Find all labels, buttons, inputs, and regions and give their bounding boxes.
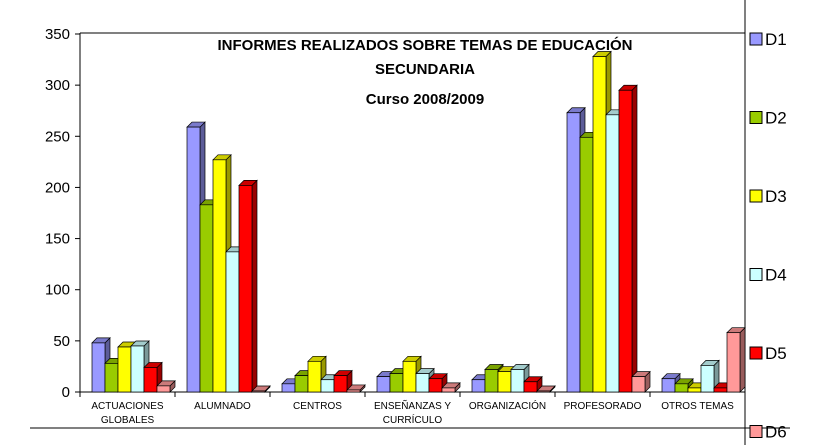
- x-tick-label: CENTROS: [293, 401, 342, 412]
- x-tick-label: ALUMNADO: [194, 401, 251, 412]
- bar: [333, 369, 353, 393]
- legend-swatch: [749, 268, 763, 281]
- bar-front: [497, 371, 512, 393]
- bar: [618, 84, 638, 393]
- bar: [661, 372, 681, 393]
- bar: [346, 384, 366, 393]
- bar: [536, 385, 556, 393]
- bar-front: [91, 342, 106, 393]
- legend-label: D3: [765, 187, 787, 206]
- bar-front: [592, 56, 607, 393]
- bar-front: [104, 363, 119, 393]
- y-tick-label: 150: [45, 231, 70, 248]
- bar-front: [726, 332, 741, 393]
- bar-front: [117, 346, 132, 393]
- bar-front: [389, 373, 404, 393]
- y-tick-label: 200: [45, 179, 70, 196]
- bar-front: [441, 387, 456, 393]
- legend-swatch: [749, 346, 763, 360]
- bar-front: [536, 390, 551, 393]
- x-tick-label: OTROS TEMAS: [661, 401, 734, 412]
- bar: [700, 359, 720, 393]
- bar-front: [186, 126, 201, 393]
- legend-label: D5: [765, 344, 787, 363]
- legend-label: D2: [765, 109, 787, 128]
- bar-front: [199, 204, 214, 393]
- legend-label: D6: [765, 423, 787, 442]
- y-tick-label: 50: [53, 333, 70, 350]
- bar-front: [510, 369, 525, 393]
- bar-front: [566, 112, 581, 393]
- bar-front: [700, 365, 715, 393]
- bar-front: [376, 376, 391, 393]
- bar-front: [251, 390, 266, 393]
- x-tick-label: ORGANIZACIÓN: [469, 399, 546, 412]
- bar-side: [251, 179, 258, 393]
- bar-front: [415, 373, 430, 393]
- x-tick-label: ENSEÑANZAS Y CURRÍCULO: [374, 399, 451, 426]
- legend-swatch: [749, 32, 763, 46]
- bar-front: [143, 367, 158, 393]
- bar-front: [484, 369, 499, 393]
- bar: [238, 179, 258, 393]
- bar: [156, 380, 176, 393]
- legend-swatch: [749, 425, 763, 438]
- bar: [674, 377, 694, 393]
- bar-side: [631, 84, 638, 393]
- chart-subtitle: Curso 2008/2009: [366, 91, 484, 108]
- y-tick-label: 350: [45, 26, 70, 43]
- bar-front: [281, 383, 296, 393]
- bar-front: [307, 360, 322, 393]
- bar: [402, 355, 422, 393]
- x-tick-label: ACTUACIONES GLOBALES: [91, 401, 164, 426]
- bar-front: [631, 376, 646, 393]
- bar: [441, 382, 461, 393]
- y-tick-label: 250: [45, 128, 70, 145]
- bar-front: [605, 114, 620, 393]
- bar-front: [687, 387, 702, 393]
- bar-front: [523, 381, 538, 393]
- bar-front: [428, 378, 443, 393]
- bar-front: [156, 385, 171, 393]
- bar-front: [402, 360, 417, 393]
- bar-front: [661, 378, 676, 393]
- bar-front: [225, 251, 240, 393]
- bar-front: [294, 375, 309, 393]
- bar: [251, 385, 271, 393]
- bar-front: [333, 375, 348, 393]
- chart-title: INFORMES REALIZADOS SOBRE TEMAS DE EDUCA…: [217, 36, 632, 78]
- bar-front: [618, 89, 633, 393]
- bar-side: [739, 326, 746, 393]
- legend-label: D1: [765, 30, 787, 49]
- bar-front: [674, 383, 689, 393]
- bar-front: [579, 136, 594, 393]
- bar-front: [212, 159, 227, 393]
- bar: [631, 370, 651, 393]
- bar-front: [320, 379, 335, 393]
- bar: [726, 326, 746, 393]
- y-tick-label: 100: [45, 282, 70, 299]
- legend-label: D4: [765, 266, 787, 285]
- y-tick-label: 0: [62, 384, 70, 401]
- bar-front: [713, 387, 728, 393]
- legend-swatch: [749, 111, 763, 124]
- bar-front: [471, 379, 486, 393]
- bar-front: [346, 389, 361, 393]
- bar-front: [238, 185, 253, 393]
- bar-front: [130, 345, 145, 393]
- legend-swatch: [749, 189, 763, 203]
- x-tick-label: PROFESORADO: [564, 401, 642, 412]
- y-tick-label: 300: [45, 77, 70, 94]
